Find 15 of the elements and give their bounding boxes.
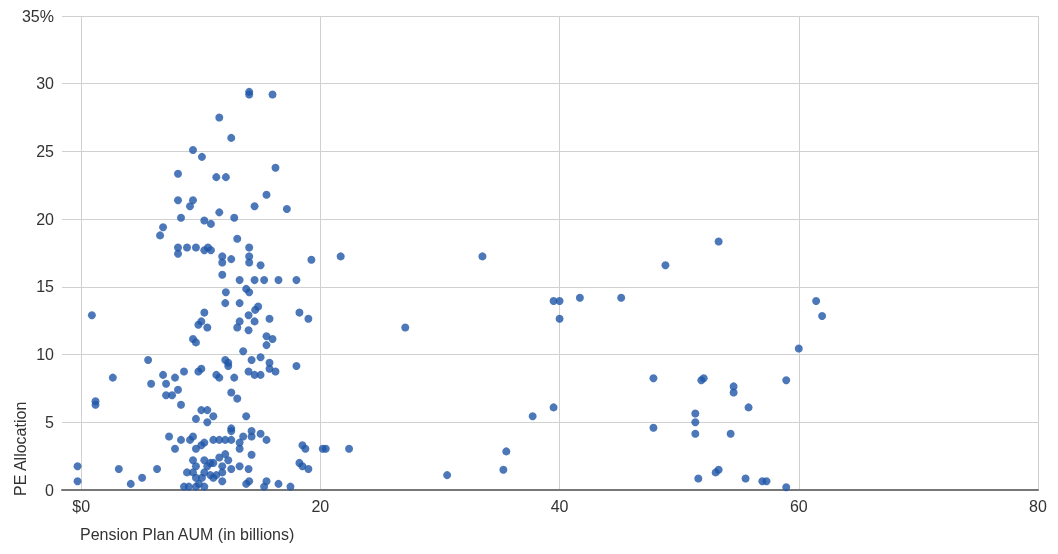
y-tick-label: 15 [36, 278, 55, 296]
y-tick-label: 10 [36, 346, 55, 364]
x-tick-label: 20 [311, 497, 330, 515]
y-tick-label: 0 [45, 481, 55, 499]
x-axis-title: Pension Plan AUM (in billions) [80, 525, 295, 543]
x-tick-label: 80 [1029, 497, 1047, 515]
y-tick-label: 25 [36, 142, 55, 160]
x-tick-label: 40 [550, 497, 569, 515]
y-tick-label: 20 [36, 210, 55, 228]
y-tick-label: 5 [45, 413, 55, 431]
y-tick-label: 35% [21, 7, 54, 25]
y-tick-label: 30 [36, 75, 55, 93]
x-tick-label: 60 [789, 497, 808, 515]
y-axis-title: PE Allocation [11, 401, 29, 496]
x-tick-label: $0 [72, 497, 91, 515]
